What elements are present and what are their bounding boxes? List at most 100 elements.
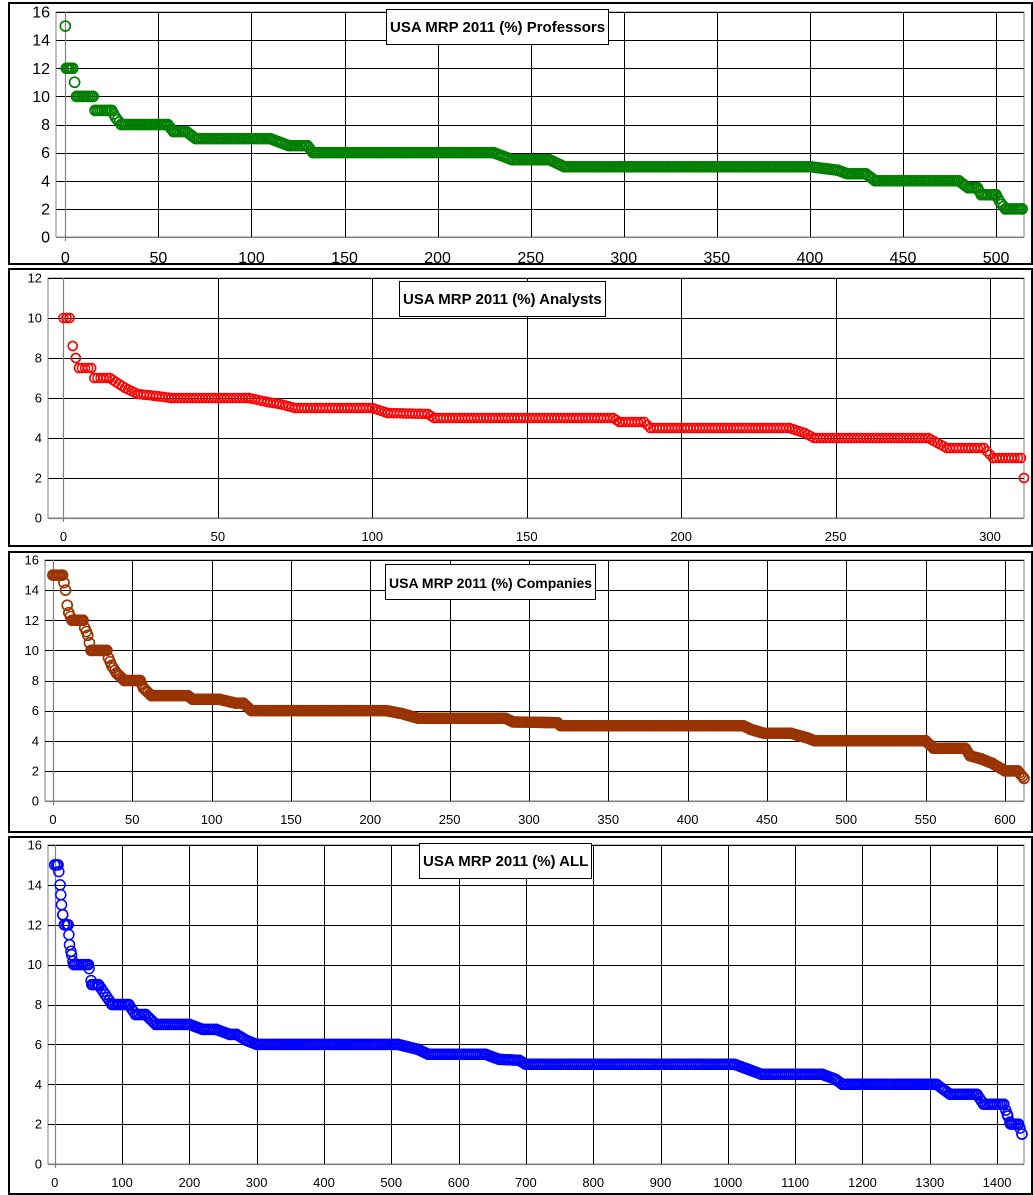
x-tick-label: 300 [610, 250, 637, 263]
plot-area [47, 844, 1025, 1165]
data-point [110, 667, 123, 679]
data-point [115, 118, 127, 131]
data-point [54, 879, 66, 891]
data-point [289, 402, 301, 414]
data-point [56, 569, 69, 581]
x-tick-label: 450 [756, 812, 778, 827]
data-point [59, 20, 72, 32]
data-point [70, 90, 83, 103]
data-point [145, 689, 158, 702]
x-tick-label: 1300 [915, 1175, 944, 1190]
data-point [923, 432, 934, 444]
y-tick-label: 8 [35, 997, 42, 1012]
data-point [1016, 1128, 1028, 1140]
x-tick-label: 100 [238, 250, 265, 263]
x-tick-label: 1200 [848, 1175, 877, 1190]
y-tick-label: 10 [32, 89, 50, 106]
data-point [223, 1028, 236, 1041]
data-point [141, 1010, 154, 1023]
x-tick-label: 300 [246, 1175, 268, 1190]
data-point [58, 312, 69, 324]
x-tick-label: 0 [49, 812, 56, 827]
data-point [183, 1018, 196, 1031]
data-point [134, 674, 146, 687]
chart-svg: 0 2 4 6 8 10 12 14 16 0 50 100 150 200 250 300 350 400 450… [32, 5, 1028, 263]
data-point [994, 196, 1006, 208]
data-point [551, 716, 564, 729]
x-tick-label: 0 [51, 1175, 58, 1190]
data-point [836, 1078, 849, 1091]
data-point [998, 1098, 1010, 1110]
data-point [416, 408, 427, 420]
x-tick-label: 250 [825, 529, 847, 544]
data-point [1015, 768, 1027, 781]
data-point [64, 312, 75, 324]
x-tick-label: 150 [331, 250, 358, 263]
x-tick-label: 150 [280, 812, 302, 827]
data-point [77, 614, 89, 627]
data-point [479, 1048, 492, 1061]
data-point [638, 416, 650, 428]
data-point [808, 735, 821, 747]
x-tick-label: 450 [890, 250, 917, 263]
y-tick-label: 8 [32, 673, 39, 688]
data-point [58, 919, 70, 931]
data-point [1018, 472, 1030, 484]
data-point [396, 707, 408, 720]
data-point [1009, 452, 1020, 464]
analysts-chart-panel: 0 2 4 6 8 10 12 0 50 100 150 200 250 300 USA MRP 2011… [8, 268, 1033, 547]
data-point [990, 189, 1002, 201]
data-point [745, 723, 757, 736]
data-point [412, 1043, 424, 1056]
data-point [79, 362, 91, 374]
x-tick-label: 200 [670, 529, 692, 544]
data-point [1001, 1108, 1013, 1120]
data-point [99, 988, 111, 1001]
y-tick-label: 6 [35, 1037, 42, 1052]
data-point [930, 1078, 943, 1091]
y-tick-label: 0 [41, 230, 50, 247]
data-point [784, 422, 795, 434]
data-point [367, 402, 378, 414]
data-point [243, 392, 255, 404]
data-point [392, 1038, 404, 1051]
data-point [104, 372, 116, 384]
data-point [758, 727, 770, 739]
data-point [132, 388, 143, 400]
data-point [101, 644, 113, 657]
data-point [70, 352, 82, 364]
data-point [558, 160, 570, 173]
y-tick-label: 6 [32, 703, 39, 718]
y-tick-label: 6 [41, 145, 50, 162]
x-tick-label: 1000 [713, 1175, 742, 1190]
data-point [987, 452, 999, 464]
data-point [986, 757, 999, 770]
x-tick-label: 300 [979, 529, 1001, 544]
x-tick-label: 150 [516, 529, 538, 544]
data-point [507, 716, 519, 728]
data-point [89, 372, 100, 384]
data-point [137, 682, 150, 694]
data-series [58, 312, 1030, 484]
plot-area [55, 11, 1025, 238]
data-point [975, 189, 987, 201]
x-tick-label: 800 [582, 1175, 604, 1190]
y-tick-label: 2 [41, 201, 50, 218]
data-point [860, 167, 872, 180]
data-point [1012, 1118, 1025, 1130]
data-point [189, 132, 202, 145]
y-tick-label: 16 [25, 553, 39, 568]
data-point [101, 372, 112, 384]
data-point [804, 160, 816, 173]
data-point [274, 398, 285, 410]
data-point [975, 442, 987, 454]
data-point [487, 146, 500, 159]
data-point [999, 765, 1011, 777]
x-tick-label: 1100 [781, 1175, 809, 1190]
data-point [964, 750, 976, 762]
data-point [210, 1023, 223, 1036]
data-point [119, 382, 131, 394]
data-series [59, 20, 1028, 215]
x-tick-label: 350 [703, 250, 730, 263]
y-tick-label: 2 [32, 763, 39, 778]
